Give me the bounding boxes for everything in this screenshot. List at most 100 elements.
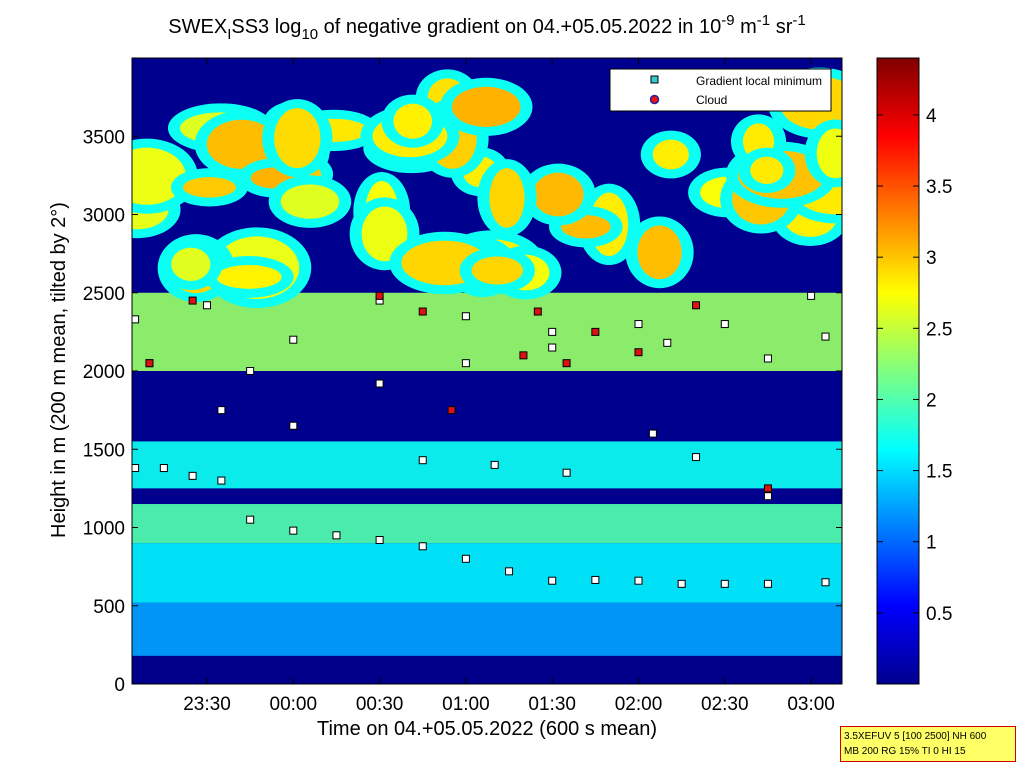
- patch-core: [206, 119, 277, 169]
- colorbar-tick-label: 2.5: [926, 319, 952, 340]
- patch-core: [451, 86, 521, 127]
- y-tick-label: 1000: [83, 519, 125, 540]
- band-low-band: [132, 543, 842, 603]
- gradient-minimum-point: [591, 575, 600, 584]
- gradient-minimum-point: [159, 464, 168, 473]
- patch-core: [471, 256, 523, 285]
- gradient-minimum-point: [217, 476, 226, 485]
- gradient-minimum-point: [246, 515, 255, 524]
- gradient-minimum-point: [548, 343, 557, 352]
- x-tick-label: 00:00: [270, 694, 318, 715]
- cloud-point: [447, 406, 456, 415]
- gradient-minimum-point: [461, 359, 470, 368]
- colorbar-gradient: [876, 57, 920, 685]
- x-tick-label: 01:00: [442, 694, 490, 715]
- band-boundary-band: [132, 504, 842, 544]
- info-line-2: MB 200 RG 15% TI 0 HI 15: [844, 746, 966, 757]
- patch-core: [750, 156, 784, 184]
- gradient-minimum-point: [217, 406, 226, 415]
- cloud-point: [634, 348, 643, 357]
- colorbar-tick-label: 3: [926, 248, 937, 269]
- colorbar-tick-label: 3.5: [926, 177, 952, 198]
- y-axis: 0 500 1000 1500 2000 2500 3000 3500: [83, 127, 842, 696]
- patch-core: [532, 172, 584, 217]
- gradient-minimum-point: [548, 576, 557, 585]
- patch-core: [637, 225, 682, 280]
- patch-core: [816, 128, 842, 179]
- cloud-point: [763, 484, 772, 493]
- legend-box: [609, 68, 832, 112]
- gradient-minimum-point: [634, 320, 643, 329]
- y-tick-label: 2000: [83, 362, 125, 383]
- x-tick-label: 02:30: [701, 694, 749, 715]
- y-tick-label: 3000: [83, 206, 125, 227]
- patch-core: [393, 103, 433, 139]
- gradient-minimum-point: [807, 291, 816, 300]
- colorbar-tick-label: 0.5: [926, 604, 952, 625]
- gradient-minimum-point: [332, 531, 341, 540]
- gradient-minimum-point: [289, 421, 298, 430]
- colorbar-tick-label: 4: [926, 106, 937, 127]
- gradient-minimum-point: [763, 492, 772, 501]
- x-axis: 23:30 00:00 00:30 01:00 01:30 02:00 02:30 03:00: [183, 58, 835, 715]
- cloud-point: [562, 359, 571, 368]
- band-mid-band: [132, 441, 842, 489]
- band-surface-band: [132, 602, 842, 656]
- patch-core: [361, 206, 408, 262]
- patch-core: [132, 147, 186, 205]
- info-line-1: 3.5XEFUV 5 [100 2500] NH 600: [844, 731, 987, 742]
- y-tick-label: 1500: [83, 440, 125, 461]
- band-ground: [132, 655, 842, 684]
- gradient-minimum-point: [203, 301, 211, 310]
- y-tick-label: 0: [114, 675, 125, 696]
- x-tick-label: 23:30: [183, 694, 231, 715]
- gradient-minimum-point: [634, 576, 643, 585]
- gradient-minimum-point: [246, 367, 255, 375]
- gradient-minimum-point: [763, 579, 772, 588]
- legend: Gradient local minimum Cloud: [609, 68, 832, 112]
- gradient-minimum-point: [562, 468, 571, 477]
- gradient-minimum-point: [188, 471, 197, 480]
- gradient-minimum-point: [461, 554, 470, 563]
- gradient-minimum-point: [461, 312, 470, 321]
- patch-core: [489, 168, 525, 228]
- legend-label-cloud: Cloud: [696, 93, 727, 107]
- gradient-minimum-point: [132, 464, 140, 473]
- patch-core: [274, 108, 321, 169]
- cloud-point: [188, 296, 197, 305]
- gradient-minimum-point: [548, 327, 557, 336]
- colorbar-tick-label: 1.5: [926, 462, 952, 483]
- gradient-minimum-point: [418, 456, 427, 465]
- gradient-minimum-point: [663, 338, 672, 347]
- gradient-minimum-point: [763, 354, 772, 363]
- legend-marker-minimum-icon: [650, 75, 659, 84]
- gradient-minimum-point: [677, 579, 686, 588]
- gradient-minimum-point: [490, 460, 499, 469]
- gradient-minimum-point: [505, 567, 514, 576]
- cloud-point: [692, 301, 701, 310]
- patch-core: [652, 139, 689, 170]
- cloud-point: [145, 359, 154, 368]
- gradient-minimum-point: [375, 536, 384, 545]
- x-tick-label: 02:00: [615, 694, 663, 715]
- gradient-minimum-point: [132, 315, 140, 324]
- chart-title: SWEXISS3 log10 of negative gradient on 0…: [168, 12, 805, 43]
- y-axis-label: Height in m (200 m mean, tilted by 2°): [48, 202, 70, 538]
- info-box: 3.5XEFUV 5 [100 2500] NH 600 MB 200 RG 1…: [840, 726, 1016, 762]
- y-tick-label: 500: [93, 597, 125, 618]
- cloud-point: [591, 327, 600, 336]
- gradient-minimum-point: [720, 579, 729, 588]
- legend-label-minimum: Gradient local minimum: [696, 74, 822, 88]
- gradient-minimum-point: [648, 429, 657, 438]
- cloud-point: [418, 307, 427, 316]
- patch-core: [216, 265, 282, 289]
- x-tick-label: 01:30: [528, 694, 576, 715]
- patch-core: [280, 184, 340, 219]
- gradient-minimum-point: [289, 335, 298, 344]
- gradient-minimum-point: [289, 526, 298, 535]
- cloud-point: [533, 307, 542, 316]
- gradient-minimum-point: [418, 542, 427, 551]
- cloud-point: [375, 291, 384, 300]
- patch-core: [182, 177, 236, 198]
